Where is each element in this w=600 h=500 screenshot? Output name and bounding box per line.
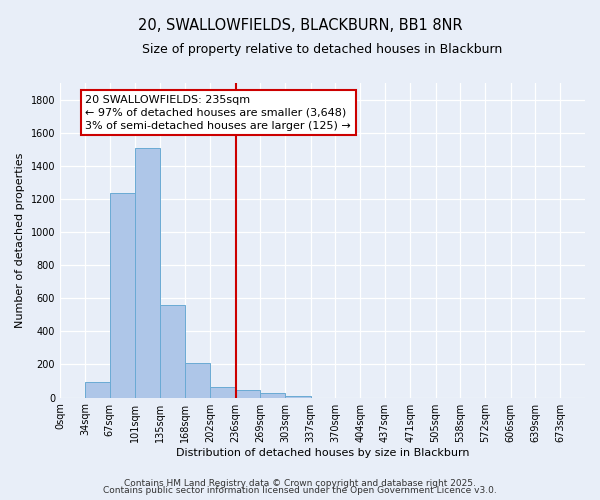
Bar [110,193,135,398]
Bar [286,396,311,398]
Text: Contains public sector information licensed under the Open Government Licence v3: Contains public sector information licen… [103,486,497,495]
Bar [185,363,210,398]
Bar [85,382,110,398]
Bar [236,390,260,398]
X-axis label: Distribution of detached houses by size in Blackburn: Distribution of detached houses by size … [176,448,469,458]
Bar [160,305,185,398]
Text: Contains HM Land Registry data © Crown copyright and database right 2025.: Contains HM Land Registry data © Crown c… [124,478,476,488]
Y-axis label: Number of detached properties: Number of detached properties [15,152,25,328]
Bar [260,392,286,398]
Bar [210,387,236,398]
Text: 20, SWALLOWFIELDS, BLACKBURN, BB1 8NR: 20, SWALLOWFIELDS, BLACKBURN, BB1 8NR [137,18,463,32]
Text: 20 SWALLOWFIELDS: 235sqm
← 97% of detached houses are smaller (3,648)
3% of semi: 20 SWALLOWFIELDS: 235sqm ← 97% of detach… [85,94,351,131]
Bar [135,148,160,398]
Title: Size of property relative to detached houses in Blackburn: Size of property relative to detached ho… [142,42,503,56]
